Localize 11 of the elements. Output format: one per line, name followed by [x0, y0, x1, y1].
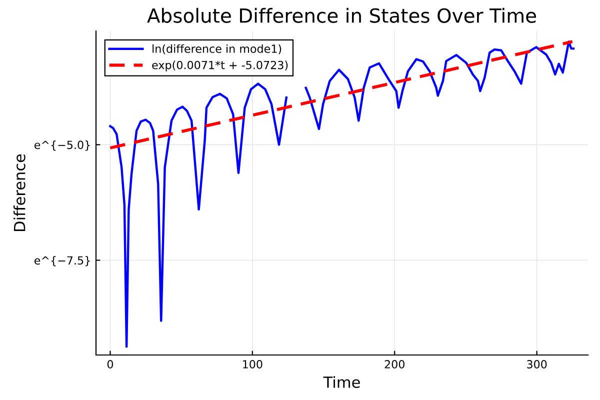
x-tick-label: 200: [384, 360, 404, 368]
x-tick-label: 0: [107, 360, 114, 368]
x-axis-title: Time: [323, 376, 360, 388]
y-tick-label: e^{−7.5}: [34, 256, 90, 266]
x-tick-label: 100: [243, 360, 262, 368]
y-axis-title: Difference: [14, 154, 26, 231]
chart-title: Absolute Difference in States Over Time: [147, 8, 536, 23]
y-tick-label: e^{−5.0}: [34, 140, 90, 151]
x-tick-label: 300: [527, 360, 547, 368]
legend-label: ln(difference in mode1): [152, 44, 282, 54]
legend-label: exp(0.0071*t + -5.0723): [152, 60, 288, 72]
